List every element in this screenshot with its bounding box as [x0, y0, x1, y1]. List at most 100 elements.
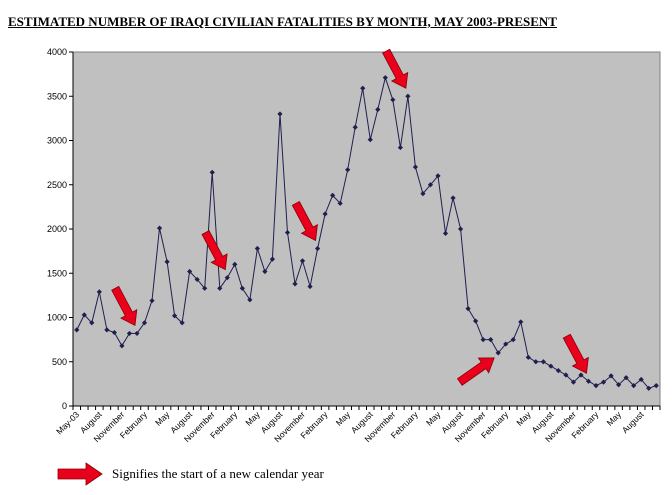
y-tick-label: 2500	[47, 180, 67, 190]
data-point	[631, 383, 637, 389]
data-point	[367, 137, 373, 143]
data-point	[141, 320, 148, 326]
plot-area	[72, 51, 661, 407]
data-point	[540, 359, 546, 365]
year-start-arrow	[111, 285, 138, 327]
data-point	[548, 363, 554, 369]
data-point	[427, 182, 434, 188]
data-point	[119, 343, 125, 349]
data-point	[503, 341, 509, 347]
data-point	[442, 230, 449, 237]
data-point	[314, 245, 321, 252]
data-point	[345, 167, 351, 173]
data-point	[81, 312, 87, 318]
y-tick-label: 1500	[47, 268, 67, 278]
year-start-arrows	[111, 48, 589, 386]
x-tick-label: May	[243, 409, 262, 428]
data-point	[209, 169, 215, 175]
data-point	[623, 375, 629, 381]
data-point	[111, 329, 117, 336]
data-point	[74, 327, 80, 333]
data-point	[510, 337, 516, 343]
data-point	[307, 283, 313, 290]
data-point	[96, 289, 102, 295]
y-tick-label: 3500	[47, 91, 67, 101]
data-point	[247, 297, 253, 303]
data-point	[600, 379, 607, 385]
legend-arrow-icon	[57, 462, 103, 486]
y-tick-label: 1000	[47, 313, 67, 323]
data-point	[126, 330, 133, 337]
data-point	[457, 226, 464, 232]
data-point	[284, 229, 291, 236]
y-tick-label: 500	[52, 357, 67, 367]
x-tick-label: May	[334, 409, 353, 428]
data-point	[277, 111, 283, 117]
data-point	[89, 320, 95, 326]
data-point	[202, 285, 208, 291]
y-axis: 0 500 1000 1500 2000 2500 3000 3500 4000	[47, 47, 73, 411]
data-points	[74, 75, 659, 391]
data-point	[330, 192, 336, 198]
data-point	[375, 106, 381, 113]
data-point	[653, 383, 659, 389]
data-point	[525, 354, 531, 360]
data-point	[593, 383, 599, 389]
year-start-arrow	[291, 200, 318, 242]
data-point	[360, 85, 366, 91]
data-point	[563, 372, 569, 378]
data-point	[382, 75, 388, 81]
x-tick-label: May	[424, 409, 443, 428]
data-point	[420, 191, 426, 197]
data-point	[435, 173, 441, 179]
data-point	[239, 285, 245, 291]
data-point	[269, 256, 276, 262]
data-point	[450, 195, 456, 201]
data-point	[488, 337, 494, 343]
y-tick-label: 3000	[47, 136, 67, 146]
data-point	[224, 275, 230, 281]
data-point	[292, 281, 298, 287]
data-point	[262, 268, 268, 275]
x-tick-label: August	[620, 409, 646, 435]
x-tick-label: May	[153, 409, 172, 428]
data-point	[194, 276, 200, 283]
data-point	[585, 378, 592, 384]
year-start-arrow	[456, 357, 495, 386]
data-point	[390, 97, 396, 103]
data-point	[638, 376, 644, 383]
data-point	[352, 124, 358, 130]
year-start-arrow	[562, 333, 589, 374]
data-point	[578, 372, 584, 378]
data-point	[254, 245, 260, 252]
data-point	[412, 164, 419, 170]
y-tick-label: 4000	[47, 47, 67, 57]
data-point	[616, 382, 622, 388]
data-point	[397, 144, 403, 151]
x-tick-label: May	[605, 409, 624, 428]
data-point	[156, 225, 163, 231]
data-point	[608, 373, 614, 379]
legend-arrow	[57, 462, 103, 486]
data-point	[164, 259, 170, 265]
data-point	[570, 379, 577, 385]
y-tick-label: 2000	[47, 224, 67, 234]
legend-label: Signifies the start of a new calendar ye…	[112, 466, 324, 481]
data-point	[149, 298, 155, 304]
data-point	[533, 359, 539, 365]
data-point	[646, 385, 652, 391]
x-tick-label: May-03	[54, 409, 81, 436]
data-point	[480, 337, 486, 343]
y-tick-label: 0	[62, 401, 67, 411]
data-point	[171, 313, 178, 319]
data-point	[187, 268, 193, 275]
data-point	[217, 285, 223, 291]
data-point	[134, 330, 140, 337]
year-start-arrow	[201, 230, 228, 271]
data-point	[465, 306, 471, 312]
data-point	[405, 93, 411, 99]
data-point	[518, 319, 524, 325]
chart-title: ESTIMATED NUMBER OF IRAQI CIVILIAN FATAL…	[8, 14, 557, 29]
